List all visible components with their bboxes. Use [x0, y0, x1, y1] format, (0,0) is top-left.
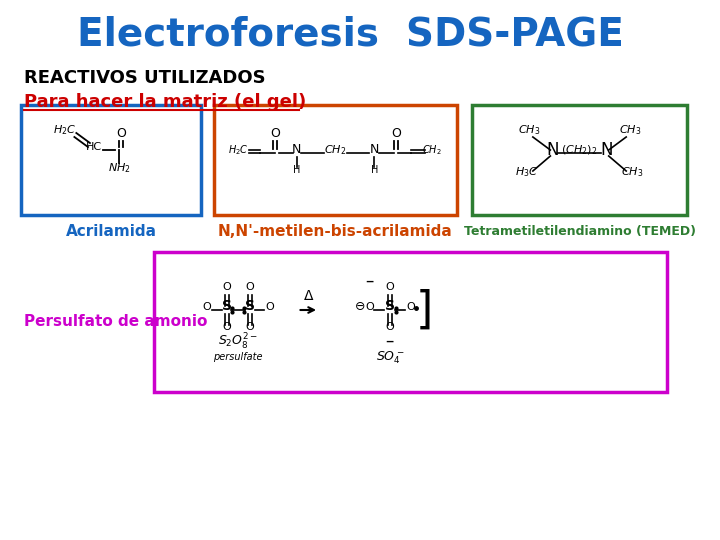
Text: Tetrametiletilendiamino (TEMED): Tetrametiletilendiamino (TEMED) — [464, 225, 696, 238]
Text: O: O — [365, 302, 374, 312]
Text: O: O — [391, 127, 401, 140]
Text: O: O — [203, 302, 212, 312]
Text: $H_2C$: $H_2C$ — [228, 143, 248, 157]
Text: Para hacer la matriz (el gel): Para hacer la matriz (el gel) — [24, 93, 307, 111]
Text: S: S — [385, 299, 395, 313]
Text: O: O — [116, 127, 126, 140]
Text: persulfate: persulfate — [213, 352, 263, 362]
Text: O: O — [406, 302, 415, 312]
Text: $(CH_2)_2$: $(CH_2)_2$ — [562, 143, 598, 157]
Text: N,N'-metilen-bis-acrilamida: N,N'-metilen-bis-acrilamida — [218, 224, 453, 239]
Text: $H_2C$: $H_2C$ — [53, 123, 76, 137]
Text: $S_2O_8^{2-}$: $S_2O_8^{2-}$ — [218, 332, 258, 352]
Text: N: N — [546, 141, 559, 159]
Text: –: – — [365, 272, 374, 290]
Bar — [214, 105, 457, 215]
Text: O: O — [246, 322, 254, 332]
Text: –: – — [386, 332, 394, 350]
Text: O: O — [222, 322, 231, 332]
Bar — [472, 105, 688, 215]
Text: $NH_2$: $NH_2$ — [108, 161, 130, 175]
Text: $SO_4^-$: $SO_4^-$ — [376, 349, 404, 366]
Text: O: O — [270, 127, 280, 140]
Text: S: S — [222, 299, 232, 313]
Text: S: S — [245, 299, 255, 313]
Text: N: N — [369, 143, 379, 156]
Text: Acrilamida: Acrilamida — [66, 224, 157, 239]
Text: HC: HC — [86, 142, 102, 152]
Text: H: H — [293, 165, 300, 175]
Text: $CH_3$: $CH_3$ — [518, 123, 540, 137]
Text: ]: ] — [415, 288, 433, 332]
Text: O: O — [385, 282, 395, 292]
Text: $\ominus$: $\ominus$ — [354, 300, 366, 313]
Text: $CH_2$: $CH_2$ — [422, 143, 441, 157]
Text: O: O — [246, 282, 254, 292]
Text: N: N — [292, 143, 301, 156]
Text: $CH_3$: $CH_3$ — [621, 165, 643, 179]
Text: REACTIVOS UTILIZADOS: REACTIVOS UTILIZADOS — [24, 69, 266, 87]
Text: O: O — [265, 302, 274, 312]
Text: O: O — [385, 322, 395, 332]
Text: O: O — [222, 282, 231, 292]
Text: $CH_2$: $CH_2$ — [324, 143, 346, 157]
Text: N: N — [600, 141, 613, 159]
Bar — [153, 252, 667, 392]
Text: $H_3C$: $H_3C$ — [516, 165, 539, 179]
Bar — [22, 105, 202, 215]
Text: H: H — [371, 165, 378, 175]
Text: Persulfato de amonio: Persulfato de amonio — [24, 314, 207, 329]
Text: $CH_3$: $CH_3$ — [619, 123, 642, 137]
Text: $\Delta$: $\Delta$ — [302, 289, 314, 303]
Text: Electroforesis  SDS-PAGE: Electroforesis SDS-PAGE — [76, 16, 624, 54]
